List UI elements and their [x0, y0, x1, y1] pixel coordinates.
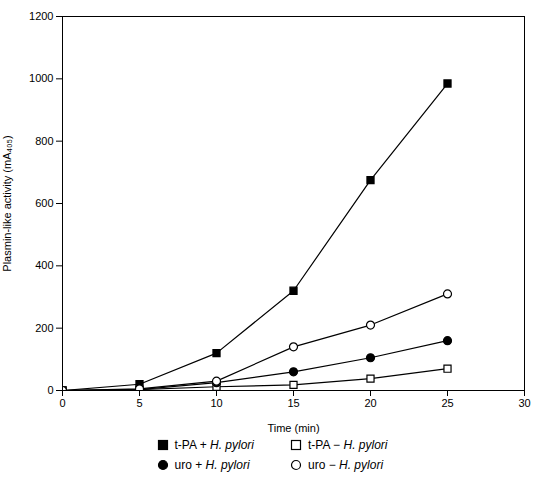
html-text:uro − H. pylori: uro − H. pylori: [308, 458, 383, 472]
svg-text:15: 15: [287, 397, 299, 409]
html-text:t-PA + H. pylori: t-PA + H. pylori: [174, 438, 254, 452]
svg-text:1000: 1000: [29, 72, 53, 84]
html-text:t-PA − H. pylori: t-PA − H. pylori: [308, 438, 388, 452]
svg-text:10: 10: [210, 397, 222, 409]
svg-text:Plasmin-like activity (mA₄₀₅): Plasmin-like activity (mA₄₀₅): [1, 135, 13, 271]
svg-text:0: 0: [47, 384, 53, 396]
html-text:uro + H. pylori: uro + H. pylori: [174, 458, 250, 472]
svg-text:25: 25: [441, 397, 453, 409]
svg-text:0: 0: [59, 397, 65, 409]
svg-text:400: 400: [35, 259, 53, 271]
svg-text:30: 30: [518, 397, 530, 409]
svg-text:Time (min): Time (min): [267, 422, 319, 434]
svg-text:600: 600: [35, 197, 53, 209]
svg-text:20: 20: [364, 397, 376, 409]
svg-text:200: 200: [35, 322, 53, 334]
svg-text:1200: 1200: [29, 10, 53, 22]
svg-text:5: 5: [136, 397, 142, 409]
svg-text:800: 800: [35, 135, 53, 147]
